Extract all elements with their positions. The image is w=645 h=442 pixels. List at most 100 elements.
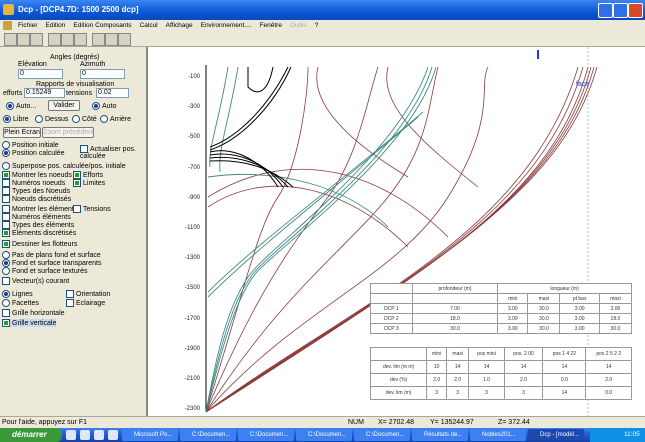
efforts-input[interactable]: 0.15249 bbox=[24, 88, 65, 98]
tool-new[interactable] bbox=[4, 33, 17, 46]
panel-option[interactable]: Montrer les noeuds bbox=[2, 171, 72, 179]
minimize-button[interactable] bbox=[598, 3, 613, 18]
menu-item[interactable]: Calcul bbox=[140, 22, 158, 29]
checkbox-control[interactable] bbox=[2, 309, 10, 317]
menu-item[interactable]: Environnement.... bbox=[201, 22, 252, 29]
task-button[interactable]: C:\Documen... bbox=[296, 429, 352, 441]
radio-control[interactable] bbox=[2, 299, 10, 307]
panel-option[interactable]: Fond et surface transparents bbox=[2, 259, 102, 267]
auto-left-option[interactable]: Auto... bbox=[6, 102, 36, 110]
quick-launch-icon[interactable] bbox=[80, 430, 90, 440]
checkbox-control[interactable] bbox=[2, 179, 10, 187]
checkbox-control[interactable] bbox=[2, 221, 10, 229]
panel-option[interactable]: Limites bbox=[73, 179, 105, 187]
checkbox-control[interactable] bbox=[66, 290, 74, 298]
checkbox-control[interactable] bbox=[2, 205, 10, 213]
quick-launch-icon[interactable] bbox=[66, 430, 76, 440]
menu-item[interactable]: Edition bbox=[46, 22, 66, 29]
tool-print[interactable] bbox=[92, 33, 105, 46]
start-button[interactable]: démarrer bbox=[0, 428, 62, 442]
panel-option[interactable]: Lignes bbox=[2, 290, 33, 298]
radio-control[interactable] bbox=[2, 259, 10, 267]
radio-control[interactable] bbox=[3, 115, 11, 123]
task-button[interactable]: Nobles201... bbox=[470, 429, 526, 441]
checkbox-control[interactable] bbox=[80, 145, 88, 153]
task-button[interactable]: C:\Documen... bbox=[180, 429, 236, 441]
panel-option[interactable]: Noeuds discrétisés bbox=[2, 195, 71, 203]
panel-option[interactable]: Types des Noeuds bbox=[2, 187, 70, 195]
checkbox-control[interactable] bbox=[73, 179, 81, 187]
checkbox-control[interactable] bbox=[2, 171, 10, 179]
radio-control[interactable] bbox=[6, 102, 14, 110]
tool-open[interactable] bbox=[17, 33, 30, 46]
checkbox-control[interactable] bbox=[73, 205, 81, 213]
tensions-input[interactable]: 0.02 bbox=[96, 88, 129, 98]
checkbox-control[interactable] bbox=[2, 195, 10, 203]
task-button[interactable]: C:\Documen... bbox=[354, 429, 410, 441]
checkbox-control[interactable] bbox=[2, 229, 10, 237]
panel-option[interactable]: Numéros noeuds bbox=[2, 179, 65, 187]
panel-option[interactable]: Facettes bbox=[2, 299, 39, 307]
azimuth-input[interactable]: 0 bbox=[80, 69, 125, 79]
tool-about[interactable] bbox=[105, 33, 118, 46]
panel-option[interactable]: Eléments discrétisés bbox=[2, 229, 76, 237]
view-option[interactable]: Dessus bbox=[35, 115, 68, 123]
tool-cut[interactable] bbox=[48, 33, 61, 46]
menu-item[interactable]: Fenêtre bbox=[260, 22, 282, 29]
tool-paste[interactable] bbox=[74, 33, 87, 46]
panel-option[interactable]: Tensions bbox=[73, 205, 111, 213]
menu-item[interactable]: ? bbox=[315, 22, 319, 29]
checkbox-control[interactable] bbox=[2, 277, 10, 285]
panel-option[interactable]: Numéros éléments bbox=[2, 213, 71, 221]
panel-option[interactable]: Dessiner les flotteurs bbox=[2, 240, 77, 248]
radio-control[interactable] bbox=[100, 115, 108, 123]
menu-item[interactable]: Outils bbox=[290, 22, 307, 29]
panel-option[interactable]: Eclairage bbox=[66, 299, 105, 307]
panel-option[interactable]: Orientation bbox=[66, 290, 110, 298]
menu-item[interactable]: Edition Composants bbox=[73, 22, 131, 29]
radio-control[interactable] bbox=[2, 141, 10, 149]
auto-right-option[interactable]: Auto bbox=[92, 102, 116, 110]
panel-option[interactable]: Efforts bbox=[73, 171, 103, 179]
checkbox-control[interactable] bbox=[2, 240, 10, 248]
radio-control[interactable] bbox=[2, 267, 10, 275]
zoom-previous-button[interactable]: Zoom précédent bbox=[42, 127, 94, 138]
tool-copy[interactable] bbox=[61, 33, 74, 46]
panel-option[interactable]: Grille verticale bbox=[2, 319, 56, 327]
fullscreen-button[interactable]: Plein Ecran bbox=[3, 127, 41, 138]
close-button[interactable] bbox=[628, 3, 643, 18]
quick-launch-icon[interactable] bbox=[94, 430, 104, 440]
task-button[interactable]: Résultats de... bbox=[412, 429, 468, 441]
panel-option[interactable]: Vecteur(s) courant bbox=[2, 277, 69, 285]
panel-option[interactable]: Types des éléments bbox=[2, 221, 74, 229]
menu-item[interactable]: Fichier bbox=[18, 22, 38, 29]
radio-control[interactable] bbox=[2, 149, 10, 157]
view-option[interactable]: Côté bbox=[72, 115, 97, 123]
task-button[interactable]: Dcp - [modél... bbox=[528, 429, 584, 441]
radio-control[interactable] bbox=[72, 115, 80, 123]
panel-option[interactable]: Grille horizontale bbox=[2, 309, 65, 317]
view-option[interactable]: Libre bbox=[3, 115, 29, 123]
panel-option[interactable]: Position initiale bbox=[2, 141, 59, 149]
elevation-input[interactable]: 0 bbox=[18, 69, 63, 79]
view-option[interactable]: Arrière bbox=[100, 115, 131, 123]
maximize-button[interactable] bbox=[613, 3, 628, 18]
radio-control[interactable] bbox=[35, 115, 43, 123]
checkbox-control[interactable] bbox=[73, 171, 81, 179]
panel-option[interactable]: Superpose pos. calculée/pos. initiale bbox=[2, 162, 126, 170]
panel-option[interactable]: Pas de plans fond et surface bbox=[2, 251, 101, 259]
checkbox-control[interactable] bbox=[66, 299, 74, 307]
checkbox-control[interactable] bbox=[2, 319, 10, 327]
panel-option[interactable]: Position calculée bbox=[2, 149, 65, 157]
panel-option[interactable]: Actualiser pos. calculée bbox=[80, 145, 140, 160]
tool-help[interactable] bbox=[118, 33, 131, 46]
radio-control[interactable] bbox=[2, 162, 10, 170]
task-button[interactable]: Microsoft Po... bbox=[122, 429, 178, 441]
panel-option[interactable]: Montrer les éléments bbox=[2, 205, 77, 213]
tool-save[interactable] bbox=[30, 33, 43, 46]
radio-control[interactable] bbox=[2, 251, 10, 259]
checkbox-control[interactable] bbox=[2, 187, 10, 195]
task-button[interactable]: C:\Documen... bbox=[238, 429, 294, 441]
menu-item[interactable]: Affichage bbox=[166, 22, 193, 29]
checkbox-control[interactable] bbox=[2, 213, 10, 221]
